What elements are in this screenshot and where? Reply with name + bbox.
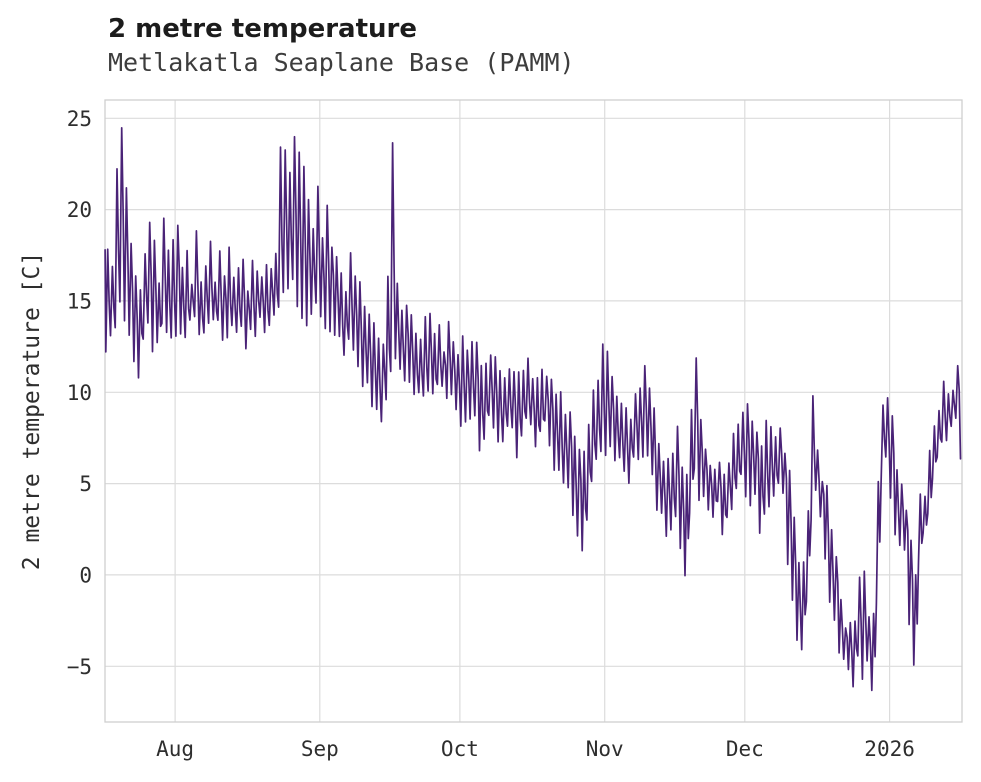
x-tick-label: Oct xyxy=(441,737,479,761)
chart-title: 2 metre temperature xyxy=(108,14,417,44)
x-tick-label: 2026 xyxy=(864,737,915,761)
y-tick-label: 15 xyxy=(67,289,92,313)
y-tick-label: 0 xyxy=(79,563,92,587)
y-tick-label: 10 xyxy=(67,381,92,405)
chart-subtitle: Metlakatla Seaplane Base (PAMM) xyxy=(108,48,575,77)
plot-border xyxy=(104,99,963,723)
x-tick-label: Aug xyxy=(156,737,194,761)
y-tick-label: 5 xyxy=(79,472,92,496)
y-tick-label: 25 xyxy=(67,107,92,131)
x-tick-label: Sep xyxy=(301,737,339,761)
x-tick-label: Dec xyxy=(726,737,764,761)
x-tick-label: Nov xyxy=(586,737,624,761)
temperature-series-line xyxy=(104,126,962,692)
y-tick-label: −5 xyxy=(67,655,92,679)
y-tick-label: 20 xyxy=(67,198,92,222)
